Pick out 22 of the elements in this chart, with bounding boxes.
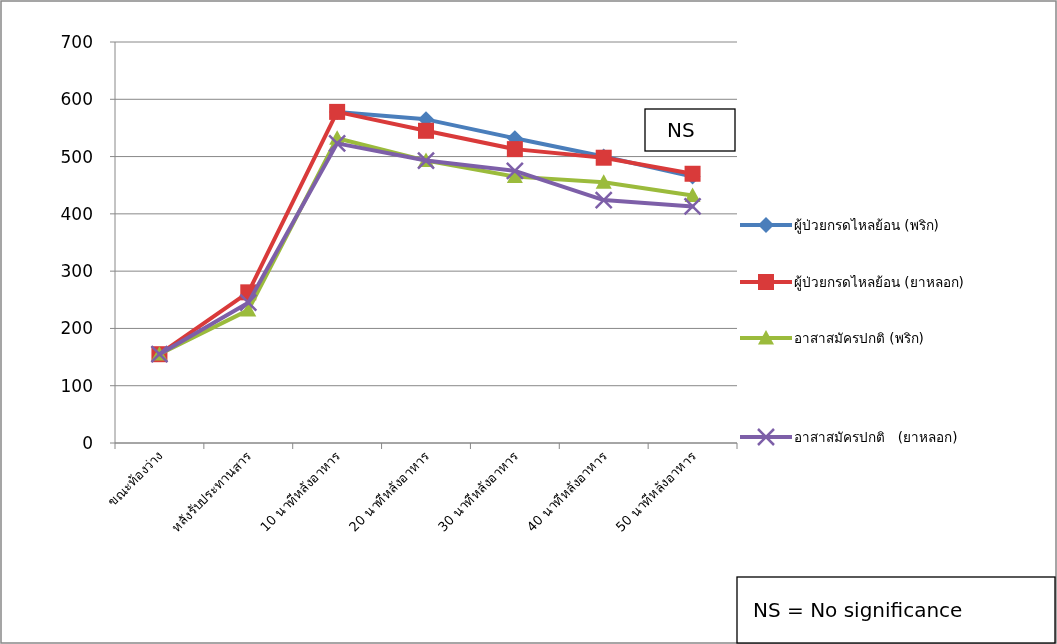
point — [239, 293, 258, 312]
point — [595, 174, 612, 189]
y-tick-label: 100 — [60, 375, 93, 396]
legend-label: ผู้ป่วยกรดไหลย้อน (พริก) — [794, 217, 939, 234]
y-tick-label: 300 — [60, 261, 93, 282]
point — [418, 122, 434, 139]
y-tick-label: 600 — [60, 89, 93, 110]
annotation: NS — [667, 118, 695, 142]
point — [505, 161, 525, 181]
y-tick-label: 200 — [60, 318, 93, 339]
point — [327, 134, 347, 153]
y-tick-label: 500 — [60, 146, 93, 167]
legend-label: อาสาสมัครปกติ (พริก) — [794, 330, 924, 346]
point — [506, 141, 523, 158]
point — [594, 190, 613, 210]
y-tick-label: 0 — [82, 433, 93, 453]
legend-label: อาสาสมัครปกติ (ยาหลอก) — [794, 429, 958, 445]
y-tick-label: 700 — [60, 32, 93, 52]
point — [683, 197, 702, 216]
text: NS = No significance — [753, 598, 963, 622]
y-tick-label: 400 — [60, 203, 93, 224]
legend-label: ผู้ป่วยกรดไหลย้อน (ยาหลอก) — [794, 274, 964, 291]
